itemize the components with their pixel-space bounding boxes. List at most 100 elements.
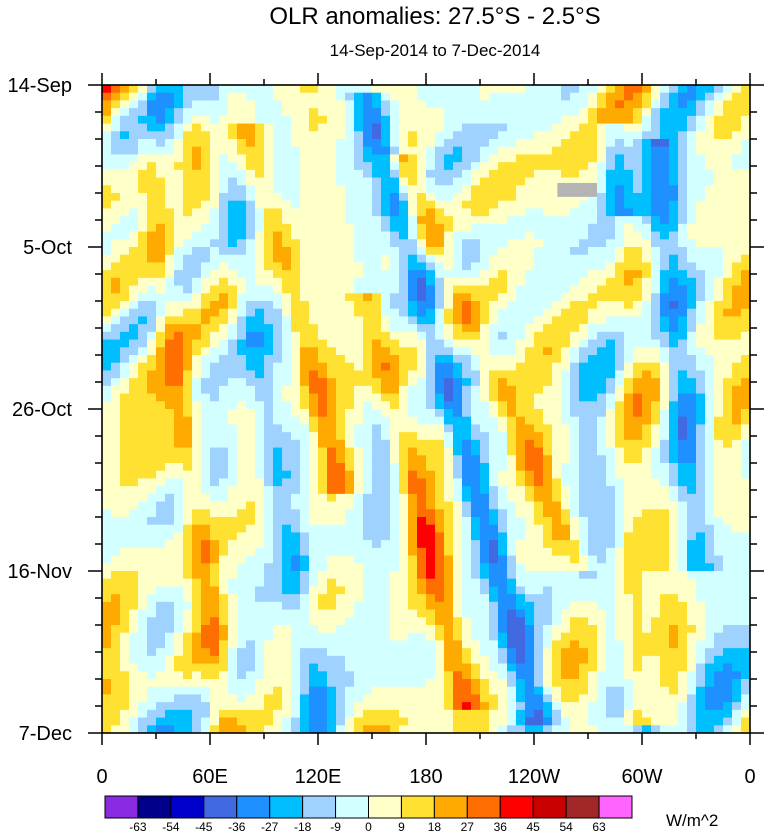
heatmap-cell [210,285,220,294]
heatmap-cell [597,146,607,156]
heatmap-cell [372,378,382,387]
heatmap-cell [678,486,688,495]
heatmap-cell [552,517,562,526]
heatmap-cell [579,254,589,264]
heatmap-cell [282,540,292,549]
heatmap-cell [489,162,499,171]
heatmap-cell [597,355,607,364]
heatmap-cell [372,193,382,202]
heatmap-cell [552,277,562,287]
heatmap-cell [669,115,679,125]
heatmap-cell [237,85,247,94]
heatmap-cell [516,85,526,94]
heatmap-cell [138,617,148,626]
heatmap-cell [228,540,238,549]
heatmap-cell [129,223,139,233]
heatmap-cell [498,416,508,426]
heatmap-cell [687,308,697,318]
heatmap-cell [183,262,193,271]
heatmap-cell [174,285,184,294]
heatmap-cell [444,432,454,441]
heatmap-cell [327,385,337,395]
heatmap-cell [327,416,337,426]
heatmap-cell [507,216,517,225]
heatmap-cell [318,100,328,109]
heatmap-cell [588,432,598,441]
heatmap-cell [282,401,292,410]
heatmap-cell [282,509,292,518]
heatmap-cell [579,416,589,426]
heatmap-cell [273,586,283,595]
heatmap-cell [237,385,247,395]
heatmap-cell [228,185,238,194]
heatmap-cell [102,578,112,588]
heatmap-cell [345,540,355,549]
heatmap-cell [273,362,283,372]
heatmap-cell [156,486,166,495]
heatmap-cell [471,524,481,534]
heatmap-cell [246,532,256,541]
heatmap-cell [579,409,589,418]
heatmap-cell [570,308,580,318]
heatmap-cell [552,370,562,379]
heatmap-cell [741,131,750,140]
heatmap-cell [669,85,679,94]
heatmap-cell [174,324,184,333]
heatmap-cell [489,385,499,395]
heatmap-cell [246,463,256,472]
heatmap-cell [498,532,508,541]
heatmap-cell [210,162,220,171]
heatmap-cell [210,385,220,395]
heatmap-cell [651,262,661,271]
heatmap-cell [201,301,211,310]
heatmap-cell [489,501,499,510]
heatmap-cell [165,393,175,402]
heatmap-cell [228,439,238,449]
heatmap-cell [525,601,535,611]
heatmap-cell [489,393,499,402]
heatmap-cell [102,355,112,364]
heatmap-cell [642,162,652,171]
heatmap-cell [147,154,157,163]
heatmap-cell [615,316,625,325]
heatmap-cell [327,578,337,588]
heatmap-cell [327,216,337,225]
heatmap-cell [210,100,220,109]
heatmap-cell [660,200,670,210]
heatmap-cell [120,108,130,117]
heatmap-cell [732,115,742,125]
heatmap-cell [462,439,472,449]
heatmap-cell [714,185,724,194]
heatmap-cell [705,416,715,426]
heatmap-cell [165,131,175,140]
heatmap-cell [354,594,364,603]
heatmap-cell [462,509,472,518]
heatmap-cell [399,463,409,472]
heatmap-cell [228,247,238,256]
heatmap-cell [426,578,436,588]
heatmap-cell [435,131,445,140]
heatmap-cell [255,177,265,186]
heatmap-cell [228,169,238,179]
heatmap-cell [606,301,616,310]
heatmap-cell [435,239,445,248]
heatmap-cell [489,447,499,456]
heatmap-cell [318,200,328,210]
heatmap-cell [507,532,517,541]
heatmap-cell [561,247,571,256]
heatmap-cell [606,532,616,541]
heatmap-cell [426,277,436,287]
heatmap-cell [714,493,724,503]
heatmap-cell [426,100,436,109]
heatmap-cell [345,463,355,472]
heatmap-cell [507,92,517,102]
heatmap-cell [129,586,139,595]
heatmap-cell [318,393,328,402]
heatmap-cell [291,478,301,487]
heatmap-cell [642,223,652,233]
heatmap-cell [471,208,481,217]
heatmap-cell [219,154,229,163]
heatmap-cell [651,270,661,279]
heatmap-cell [129,308,139,318]
heatmap-cell [228,524,238,534]
